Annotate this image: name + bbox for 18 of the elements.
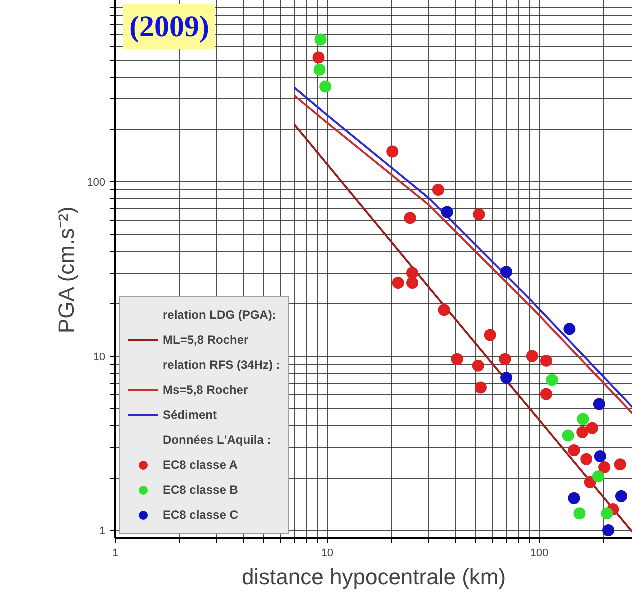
- annotation: Données L'Aquila :: [163, 433, 272, 447]
- y-tick-label: 1: [99, 526, 106, 538]
- y-tick-label: 100: [87, 176, 106, 189]
- legend-label: Sédiment: [163, 408, 218, 422]
- legend-label: EC8 classe A: [163, 458, 238, 472]
- chart-title: (2009): [130, 10, 210, 44]
- y-tick-label: 10: [93, 351, 106, 364]
- legend-label: Ms=5,8 Rocher: [163, 383, 248, 397]
- legend-title: relation LDG (PGA):: [163, 308, 276, 322]
- legend-label: ML=5,8 Rocher: [163, 333, 249, 347]
- x-tick-label: 100: [530, 548, 549, 560]
- legend-label: EC8 classe B: [163, 483, 238, 497]
- x-axis-title: distance hypocentrale (km): [242, 564, 506, 590]
- y-axis-title: PGA (cm.s⁻²): [54, 206, 80, 334]
- x-tick-label: 1: [112, 548, 119, 560]
- x-tick-label: 10: [321, 548, 334, 560]
- legend-label: EC8 classe C: [163, 508, 238, 522]
- annotation: relation RFS (34Hz) :: [163, 358, 280, 372]
